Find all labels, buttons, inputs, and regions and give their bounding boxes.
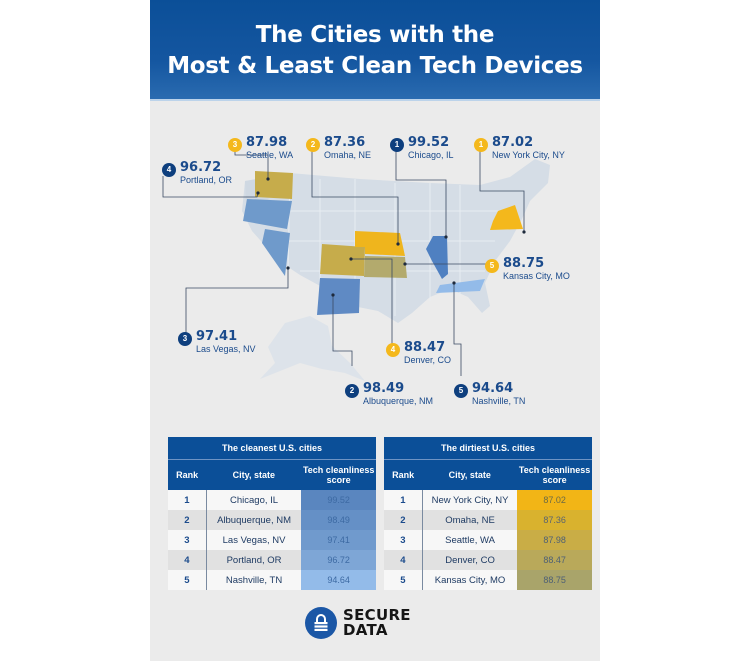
score-value: 87.98 <box>246 135 288 150</box>
table-row: 5 Nashville, TN 94.64 <box>168 570 376 590</box>
score-cell: 87.36 <box>517 510 592 530</box>
city-cell: Las Vegas, NV <box>205 530 302 550</box>
rank-cell: 1 <box>168 490 207 510</box>
column-header-score: Tech cleanliness score <box>301 459 376 490</box>
table-row: 4 Portland, OR 96.72 <box>168 550 376 570</box>
score-value: 94.64 <box>472 381 514 396</box>
table-row: 2 Omaha, NE 87.36 <box>384 510 592 530</box>
rank-marker: 3 <box>178 332 192 346</box>
table-row: 3 Las Vegas, NV 97.41 <box>168 530 376 550</box>
secure-data-logo: SECURE DATA <box>305 607 455 647</box>
city-name: Portland, OR <box>180 175 233 185</box>
rank-cell: 3 <box>384 530 423 550</box>
city-cell: Albuquerque, NM <box>205 510 302 530</box>
score-value: 97.41 <box>196 329 238 344</box>
city-name: Albuquerque, NM <box>363 396 434 406</box>
us-map-graphic <box>162 145 550 381</box>
score-cell: 87.02 <box>517 490 592 510</box>
title-line-1: The Cities with the <box>255 22 495 48</box>
city-name: Las Vegas, NV <box>196 344 256 354</box>
rank-cell: 5 <box>168 570 207 590</box>
rank-marker: 4 <box>162 163 176 177</box>
column-header-rank: Rank <box>168 459 207 490</box>
city-name: Omaha, NE <box>324 150 372 160</box>
title-banner: The Cities with the Most & Least Clean T… <box>150 0 600 101</box>
city-name: New York City, NY <box>492 150 565 160</box>
city-name: Kansas City, MO <box>503 271 570 281</box>
city-cell: Omaha, NE <box>421 510 518 530</box>
score-value: 98.49 <box>363 381 405 396</box>
city-cell: Chicago, IL <box>205 490 302 510</box>
score-value: 88.75 <box>503 256 545 271</box>
rank-cell: 1 <box>384 490 423 510</box>
logo-text-line-2: DATA <box>343 621 388 639</box>
title-line-2: Most & Least Clean Tech Devices <box>167 53 583 79</box>
rank-marker: 2 <box>345 384 359 398</box>
city-cell: Kansas City, MO <box>421 570 518 590</box>
logo-text-line-1: SECURE <box>343 606 411 624</box>
city-cell: Nashville, TN <box>205 570 302 590</box>
score-value: 87.02 <box>492 135 534 150</box>
rank-marker: 2 <box>306 138 320 152</box>
cleanest-cities-table: The cleanest U.S. cities Rank City, stat… <box>168 437 376 590</box>
rank-cell: 4 <box>384 550 423 570</box>
infographic-panel: The Cities with the Most & Least Clean T… <box>150 0 600 661</box>
column-header-rank: Rank <box>384 459 423 490</box>
column-header-score: Tech cleanliness score <box>517 459 592 490</box>
score-cell: 99.52 <box>301 490 376 510</box>
padlock-icon <box>314 614 328 631</box>
city-cell: Seattle, WA <box>421 530 518 550</box>
table-row: 2 Albuquerque, NM 98.49 <box>168 510 376 530</box>
score-cell: 88.75 <box>517 570 592 590</box>
rank-marker: 5 <box>454 384 468 398</box>
table-caption: The cleanest U.S. cities <box>168 437 376 460</box>
table-row: 5 Kansas City, MO 88.75 <box>384 570 592 590</box>
score-cell: 94.64 <box>301 570 376 590</box>
city-cell: Portland, OR <box>205 550 302 570</box>
score-value: 99.52 <box>408 135 450 150</box>
us-map: 3 87.98 Seattle, WA 2 87.36 Omaha, NE 1 … <box>150 101 600 431</box>
rank-marker: 4 <box>386 343 400 357</box>
table-row: 4 Denver, CO 88.47 <box>384 550 592 570</box>
city-cell: New York City, NY <box>421 490 518 510</box>
city-name: Chicago, IL <box>408 150 454 160</box>
score-value: 96.72 <box>180 160 222 175</box>
rank-marker: 5 <box>485 259 499 273</box>
rank-cell: 4 <box>168 550 207 570</box>
city-name: Nashville, TN <box>472 396 526 406</box>
score-value: 87.36 <box>324 135 366 150</box>
score-cell: 96.72 <box>301 550 376 570</box>
table-row: 3 Seattle, WA 87.98 <box>384 530 592 550</box>
score-cell: 97.41 <box>301 530 376 550</box>
score-value: 88.47 <box>404 340 446 355</box>
column-header-city: City, state <box>422 459 518 490</box>
rank-cell: 3 <box>168 530 207 550</box>
city-name: Denver, CO <box>404 355 452 365</box>
rank-marker: 3 <box>228 138 242 152</box>
score-cell: 87.98 <box>517 530 592 550</box>
city-name: Seattle, WA <box>246 150 294 160</box>
dirtiest-cities-table: The dirtiest U.S. cities Rank City, stat… <box>384 437 592 590</box>
table-row: 1 New York City, NY 87.02 <box>384 490 592 510</box>
score-cell: 98.49 <box>301 510 376 530</box>
rank-cell: 2 <box>384 510 423 530</box>
rank-marker: 1 <box>390 138 404 152</box>
column-header-city: City, state <box>206 459 302 490</box>
rank-cell: 5 <box>384 570 423 590</box>
rank-marker: 1 <box>474 138 488 152</box>
table-caption: The dirtiest U.S. cities <box>384 437 592 460</box>
rank-cell: 2 <box>168 510 207 530</box>
city-cell: Denver, CO <box>421 550 518 570</box>
table-row: 1 Chicago, IL 99.52 <box>168 490 376 510</box>
logo-circle <box>305 607 337 639</box>
score-cell: 88.47 <box>517 550 592 570</box>
